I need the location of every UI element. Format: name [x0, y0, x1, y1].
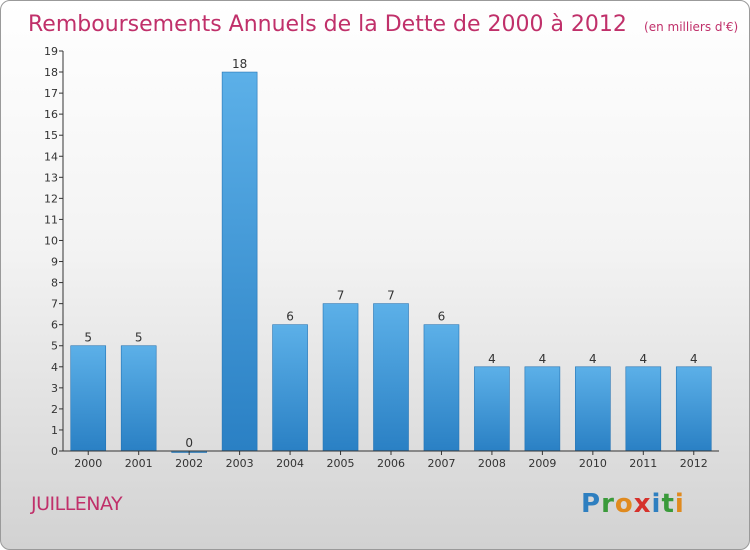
bar-value-label: 18 [232, 57, 247, 71]
x-tick-label: 2009 [528, 457, 556, 470]
y-tick-label: 17 [44, 87, 58, 100]
y-tick-label: 13 [44, 171, 58, 184]
x-tick-label: 2008 [478, 457, 506, 470]
bar [322, 303, 359, 452]
bar-value-label: 4 [690, 352, 698, 366]
bar-value-label: 6 [438, 310, 446, 324]
y-tick-label: 5 [51, 340, 58, 353]
bar [423, 324, 460, 452]
x-tick-label: 2004 [276, 457, 304, 470]
x-tick-label: 2012 [680, 457, 708, 470]
x-tick-label: 2006 [377, 457, 405, 470]
bar-value-label: 6 [286, 310, 294, 324]
bar-value-label: 5 [84, 331, 92, 345]
commune-name: JUILLENAY [31, 493, 123, 515]
bar [272, 324, 308, 452]
y-tick-label: 8 [51, 277, 58, 290]
y-tick-label: 4 [51, 361, 58, 374]
x-tick-label: 2003 [226, 457, 254, 470]
bar-value-label: 4 [539, 352, 547, 366]
bar-value-label: 4 [639, 352, 647, 366]
bar [373, 303, 409, 452]
y-tick-label: 1 [51, 424, 58, 437]
x-tick-label: 2007 [427, 457, 455, 470]
bars: 5 5 0 18 6 7 7 6 4 4 4 4 4 [70, 57, 712, 453]
y-tick-label: 0 [51, 445, 58, 458]
y-tick-label: 6 [51, 319, 58, 332]
y-tick-label: 15 [44, 129, 58, 142]
bar-value-label: 5 [135, 331, 143, 345]
bar-value-label: 7 [387, 289, 395, 303]
y-tick-label: 2 [51, 403, 58, 416]
bar [575, 366, 611, 452]
y-tick-label: 12 [44, 192, 58, 205]
bar-value-label: 4 [488, 352, 496, 366]
y-tick-label: 16 [44, 108, 58, 121]
bar-value-label: 0 [185, 436, 193, 450]
y-tick-label: 18 [44, 66, 58, 79]
chart-title: Remboursements Annuels de la Dette de 20… [28, 12, 738, 37]
y-tick-label: 3 [51, 382, 58, 395]
bar [221, 71, 258, 452]
x-tick-label: 2000 [74, 457, 102, 470]
y-tick-label: 9 [51, 256, 58, 269]
x-axis: 2000 2001 2002 2003 2004 2005 2006 2007 2008 2009… [63, 450, 719, 470]
x-tick-label: 2010 [579, 457, 607, 470]
y-tick-label: 14 [44, 150, 58, 163]
bar-value-label: 7 [337, 289, 345, 303]
bar [625, 366, 662, 452]
bar-value-label: 4 [589, 352, 597, 366]
y-tick-label: 10 [44, 234, 58, 247]
bar [70, 345, 107, 452]
y-tick-label: 19 [44, 45, 58, 58]
bar [120, 345, 157, 452]
y-tick-label: 11 [44, 213, 58, 226]
proxiti-logo: Proxiti [581, 489, 685, 519]
bar [524, 366, 561, 452]
x-tick-label: 2011 [629, 457, 657, 470]
bar [474, 366, 510, 452]
y-tick-label: 7 [51, 298, 58, 311]
x-tick-label: 2002 [175, 457, 203, 470]
x-tick-label: 2001 [125, 457, 153, 470]
bar [675, 366, 712, 452]
x-tick-label: 2005 [327, 457, 355, 470]
